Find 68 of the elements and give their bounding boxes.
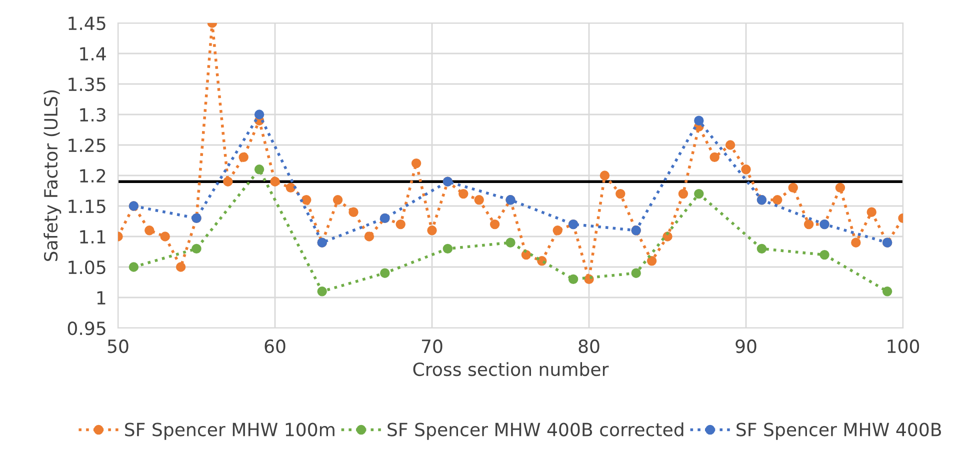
point <box>756 244 767 254</box>
y-tick-label: 1.2 <box>80 168 106 182</box>
point <box>302 195 312 205</box>
y-tick-label: 1.4 <box>80 47 106 60</box>
point <box>725 140 736 150</box>
point <box>631 268 641 278</box>
x-tick-label: 90 <box>736 339 756 354</box>
point <box>442 244 453 254</box>
y-tick-label: 1.05 <box>68 260 106 274</box>
y-tick-label: 1 <box>97 291 106 304</box>
point <box>772 195 782 205</box>
point <box>552 226 562 236</box>
point <box>254 164 264 174</box>
x-tick-label: 80 <box>578 339 600 354</box>
point <box>238 152 248 162</box>
point <box>851 238 861 248</box>
point <box>710 152 720 162</box>
point <box>144 226 154 236</box>
point <box>678 188 688 199</box>
point <box>380 268 390 278</box>
point <box>286 182 296 193</box>
point <box>223 176 233 186</box>
point <box>332 195 343 205</box>
point <box>411 158 422 168</box>
point <box>270 176 280 186</box>
point <box>490 219 500 230</box>
point <box>128 262 139 272</box>
point <box>458 188 468 199</box>
point <box>694 116 704 126</box>
point <box>820 250 830 260</box>
point <box>788 182 798 193</box>
y-tick-label: 1.45 <box>68 16 106 30</box>
y-tick-label: 1.35 <box>68 77 106 92</box>
x-tick-label: 60 <box>264 339 286 354</box>
point <box>427 226 437 236</box>
point <box>317 286 327 296</box>
point <box>600 170 610 180</box>
x-axis-title: Cross section number <box>413 362 609 376</box>
point <box>254 110 264 120</box>
point <box>882 286 892 296</box>
y-tick-label: 1.3 <box>80 108 106 122</box>
point <box>474 195 484 205</box>
point <box>616 188 626 199</box>
point <box>364 232 374 242</box>
y-tick-label: 1.25 <box>68 138 106 152</box>
x-tick-label: 70 <box>422 339 442 354</box>
x-tick-label: 100 <box>888 339 920 354</box>
point <box>176 262 186 272</box>
legend-label: SF Spencer MHW 400B <box>736 422 941 440</box>
point <box>804 219 814 230</box>
point <box>568 274 578 284</box>
y-tick-label: 1.15 <box>68 200 106 214</box>
x-tick-label: 50 <box>108 339 128 354</box>
legend-label: SF Spencer MHW 400B corrected <box>388 422 684 440</box>
point <box>646 256 657 266</box>
point <box>396 219 406 230</box>
point <box>741 164 751 174</box>
point <box>192 244 202 254</box>
legend-label: SF Spencer MHW 100m <box>125 422 334 440</box>
point <box>160 232 170 242</box>
point <box>866 207 876 217</box>
point <box>835 182 846 193</box>
point <box>694 188 704 199</box>
y-tick-label: 0.95 <box>68 321 106 336</box>
point <box>348 207 358 217</box>
y-axis-title: Safety Factor (ULS) <box>44 90 62 261</box>
point <box>506 238 516 248</box>
y-tick-label: 1.1 <box>80 230 106 244</box>
